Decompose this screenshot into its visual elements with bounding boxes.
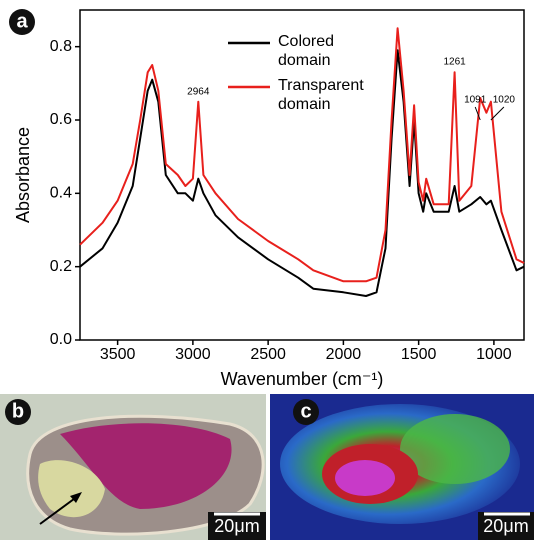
x-tick-label: 1000: [476, 346, 512, 363]
x-axis-label: Wavenumber (cm⁻¹): [221, 369, 384, 389]
y-tick-label: 0.0: [50, 331, 72, 348]
peak-label: 1261: [443, 57, 466, 68]
series-line: [79, 27, 525, 283]
x-tick-label: 2500: [250, 346, 286, 363]
y-tick-label: 0.8: [50, 38, 72, 55]
y-tick-label: 0.6: [50, 111, 72, 128]
x-tick-label: 2000: [326, 346, 362, 363]
peak-label: 1091: [464, 95, 487, 106]
y-axis-label: Absorbance: [13, 127, 33, 223]
panel-badge: [9, 9, 35, 35]
x-tick-label: 1500: [401, 346, 437, 363]
peak-arrow: [474, 106, 481, 121]
legend-label: Transparent domain: [278, 77, 364, 113]
peak-label: 2964: [187, 87, 210, 98]
series-line: [79, 49, 525, 297]
image-b: b 20μm: [0, 394, 266, 540]
panel-letter: b: [12, 400, 24, 422]
panel-letter: c: [300, 400, 311, 422]
scale-bar-label: 20μm: [483, 516, 528, 536]
peak-label: 1020: [493, 95, 516, 106]
image-c: c 20μm: [270, 394, 534, 540]
chart: a Wavenumber (cm⁻¹) Absorbance 0.0 0.2 0.4…: [9, 9, 525, 389]
peak-arrow: [490, 106, 505, 121]
x-tick-label: 3500: [100, 346, 136, 363]
y-tick-label: 0.4: [50, 185, 72, 202]
micrographs: b 20μm c 20μm: [0, 394, 534, 540]
scale-bar-label: 20μm: [214, 516, 259, 536]
plot-frame: [79, 9, 525, 341]
x-tick-label: 3000: [175, 346, 211, 363]
y-tick-label: 0.2: [50, 258, 72, 275]
panel-letter: a: [16, 10, 28, 32]
legend-label: Colored domain: [278, 33, 335, 69]
